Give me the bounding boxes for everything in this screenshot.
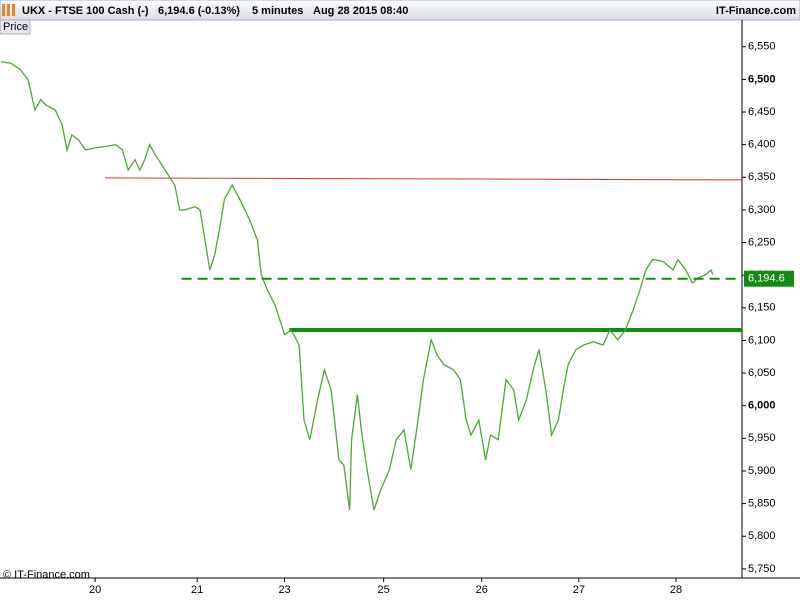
- copyright: © IT-Finance.com: [3, 569, 90, 581]
- y-tick-label: 5,900: [748, 465, 776, 477]
- x-tick-label: 23: [278, 584, 290, 596]
- last-price-label: 6,194.6: [748, 273, 785, 285]
- y-tick-label: 6,550: [748, 41, 776, 53]
- price-line: [0, 61, 714, 511]
- interval: 5 minutes: [252, 5, 303, 17]
- y-tick-label: 5,750: [748, 563, 776, 575]
- y-tick-label: 6,050: [748, 367, 776, 379]
- x-tick-label: 26: [476, 584, 488, 596]
- x-tick-label: 27: [573, 584, 585, 596]
- y-tick-label: 6,150: [748, 302, 776, 314]
- datetime: Aug 28 2015 08:40: [313, 5, 408, 17]
- y-tick-label: 6,500: [748, 73, 776, 85]
- y-tick-label: 5,850: [748, 498, 776, 510]
- y-tick-label: 6,450: [748, 106, 776, 118]
- y-tick-label: 6,400: [748, 139, 776, 151]
- y-tick-label: 6,100: [748, 334, 776, 346]
- x-tick-label: 20: [89, 584, 101, 596]
- symbol: UKX - FTSE 100 Cash (-): [22, 5, 149, 17]
- icon: [2, 4, 5, 16]
- level-line: [104, 177, 743, 181]
- source: IT-Finance.com: [716, 5, 796, 17]
- icon: [7, 4, 10, 16]
- panel-label: Price: [3, 21, 28, 33]
- y-tick-label: 5,800: [748, 530, 776, 542]
- x-tick-label: 28: [670, 584, 682, 596]
- y-tick-label: 6,250: [748, 236, 776, 248]
- y-tick-label: 6,000: [748, 400, 776, 412]
- y-tick-label: 6,350: [748, 171, 776, 183]
- icon: [12, 4, 15, 16]
- header-bar: [0, 0, 800, 21]
- last-price-box: [744, 270, 794, 287]
- x-tick-label: 25: [378, 584, 390, 596]
- y-tick-label: 6,300: [748, 204, 776, 216]
- x-tick-label: 21: [191, 584, 203, 596]
- panel-tab: [0, 19, 31, 35]
- quote: 6,194.6 (-0.13%): [158, 5, 240, 17]
- y-tick-label: 5,950: [748, 432, 776, 444]
